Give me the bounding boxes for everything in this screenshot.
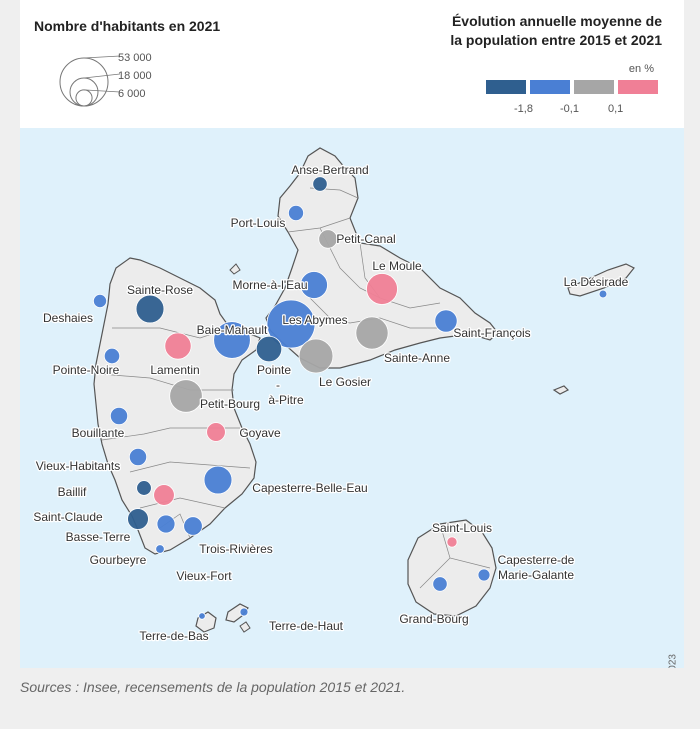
label-pointe-pitre: Pointe -à-Pitre (257, 363, 304, 407)
label-terre-de-bas: Terre-de-Bas (139, 629, 208, 643)
size-legend-value-large: 53 000 (118, 52, 152, 64)
label-goyave: Goyave (239, 426, 281, 440)
bubble-capesterre-belle-eau (203, 465, 233, 495)
class-swatch-3 (574, 80, 614, 94)
label-pointe-noire: Pointe-Noire (53, 363, 120, 377)
marie-galante-island (407, 519, 497, 617)
size-legend-circles (59, 55, 121, 107)
label-gourbeyre: Gourbeyre (90, 553, 147, 567)
bubble-deshaies (93, 294, 107, 308)
label-petit-bourg: Petit-Bourg (200, 397, 260, 411)
label-saint-fran-ois: Saint-François (453, 326, 530, 340)
bubble-capesterre-de-marie-galante (477, 568, 491, 582)
population-bubbles (93, 176, 608, 620)
label-les-abymes: Les Abymes (282, 313, 347, 327)
la-desirade-island (567, 263, 635, 297)
class-break-1: -1,8 (514, 103, 533, 115)
size-legend-leader (83, 55, 121, 59)
bubble-lamentin (164, 332, 192, 360)
class-swatch-1 (486, 80, 526, 94)
bubble-saint-louis (446, 536, 458, 548)
label-saint-louis: Saint-Louis (432, 521, 492, 535)
bubble-baillif (136, 480, 152, 496)
size-legend-leader (83, 89, 121, 93)
islet (239, 621, 251, 633)
bubble-les-abymes (266, 299, 316, 349)
bubble-le-gosier (298, 338, 334, 374)
size-legend-value-medium: 18 000 (118, 70, 152, 82)
islet (229, 263, 241, 275)
commune-labels: Anse-Bertrand Port-Louis Petit-Canal Le Mou… (32, 162, 630, 645)
label-le-moule: Le Moule (372, 259, 422, 273)
label-trois-rivi-res: Trois-Rivières (199, 542, 273, 556)
class-break-2: -0,1 (560, 103, 579, 115)
label-vieux-habitants: Vieux-Habitants (36, 459, 121, 473)
bubble-le-moule (366, 273, 398, 305)
bubble-basse-terre (153, 484, 175, 506)
legend: Nombre d'habitants en 2021 53 000 18 000… (20, 0, 684, 128)
bubble-pointe-noire (103, 347, 121, 365)
bubble-gourbeyre (156, 514, 176, 534)
bubble-vieux-fort (155, 544, 165, 554)
label-baillif: Baillif (58, 485, 87, 499)
bubble-anse-bertrand (312, 176, 328, 192)
bubble-terre-de-haut (239, 607, 249, 617)
label-le-gosier: Le Gosier (319, 375, 371, 389)
bubble-petit-canal (318, 229, 338, 249)
label-sainte-rose: Sainte-Rose (127, 283, 193, 297)
label-sainte-anne: Sainte-Anne (384, 351, 450, 365)
label-morne-l-eau: Morne-à-l'Eau (233, 278, 308, 292)
bubble-port-louis (288, 205, 304, 221)
source-note: Sources : Insee, recensements de la popu… (20, 679, 406, 695)
color-legend-title-line2: la population entre 2015 et 2021 (450, 32, 662, 48)
copyright-credit: © IGN - Insee 2023 (667, 654, 678, 668)
bubble-grand-bourg (432, 576, 448, 592)
label-deshaies: Deshaies (43, 311, 93, 325)
bubble-pointe-pitre (255, 335, 283, 363)
label-saint-claude: Saint-Claude (33, 510, 103, 524)
bubble-goyave (206, 422, 226, 442)
size-legend-leader (83, 73, 121, 79)
color-legend-title-line1: Évolution annuelle moyenne de (451, 13, 662, 29)
class-break-3: 0,1 (608, 103, 624, 115)
bubble-saint-fran-ois (434, 309, 458, 333)
bubble-terre-de-bas (198, 612, 206, 620)
bubble-sainte-rose (135, 294, 165, 324)
color-legend-unit: en % (628, 63, 654, 75)
size-legend-title: Nombre d'habitants en 2021 (34, 18, 221, 34)
label-capesterre-de-marie-galante: Capesterre-de Marie-Galante (498, 553, 575, 582)
bubble-saint-claude (127, 508, 149, 530)
bubble-sainte-anne (355, 316, 389, 350)
size-legend-circle (75, 89, 93, 107)
label-la-d-sirade: La Désirade (564, 275, 629, 289)
label-petit-canal: Petit-Canal (336, 232, 395, 246)
bubble-la-d-sirade (598, 289, 608, 299)
map: Anse-Bertrand Port-Louis Petit-Canal Le Mou… (20, 128, 684, 668)
label-baie-mahault: Baie-Mahault (197, 323, 268, 337)
label-port-louis: Port-Louis (231, 216, 286, 230)
color-legend-title: Évolution annuelle moyenne de la populat… (372, 12, 662, 50)
bubble-trois-rivi-res (183, 516, 203, 536)
map-card: Nombre d'habitants en 2021 53 000 18 000… (20, 0, 684, 668)
class-swatch-2 (530, 80, 570, 94)
label-terre-de-haut: Terre-de-Haut (269, 619, 344, 633)
label-bouillante: Bouillante (72, 426, 125, 440)
label-grand-bourg: Grand-Bourg (399, 612, 468, 626)
petite-terre-island (552, 385, 570, 395)
bubble-bouillante (109, 406, 129, 426)
label-vieux-fort: Vieux-Fort (176, 569, 232, 583)
label-basse-terre: Basse-Terre (66, 530, 131, 544)
label-anse-bertrand: Anse-Bertrand (291, 163, 368, 177)
label-lamentin: Lamentin (150, 363, 199, 377)
label-capesterre-belle-eau: Capesterre-Belle-Eau (252, 481, 367, 495)
bubble-petit-bourg (169, 379, 203, 413)
size-legend-value-small: 6 000 (118, 88, 146, 100)
map-canvas: Anse-Bertrand Port-Louis Petit-Canal Le Mou… (32, 147, 635, 645)
size-legend-circle (59, 57, 109, 107)
bubble-vieux-habitants (128, 447, 148, 467)
size-legend-circle (69, 77, 99, 107)
bubble-baie-mahault (213, 321, 251, 359)
class-swatch-4 (618, 80, 658, 94)
bubble-morne-l-eau (300, 271, 328, 299)
